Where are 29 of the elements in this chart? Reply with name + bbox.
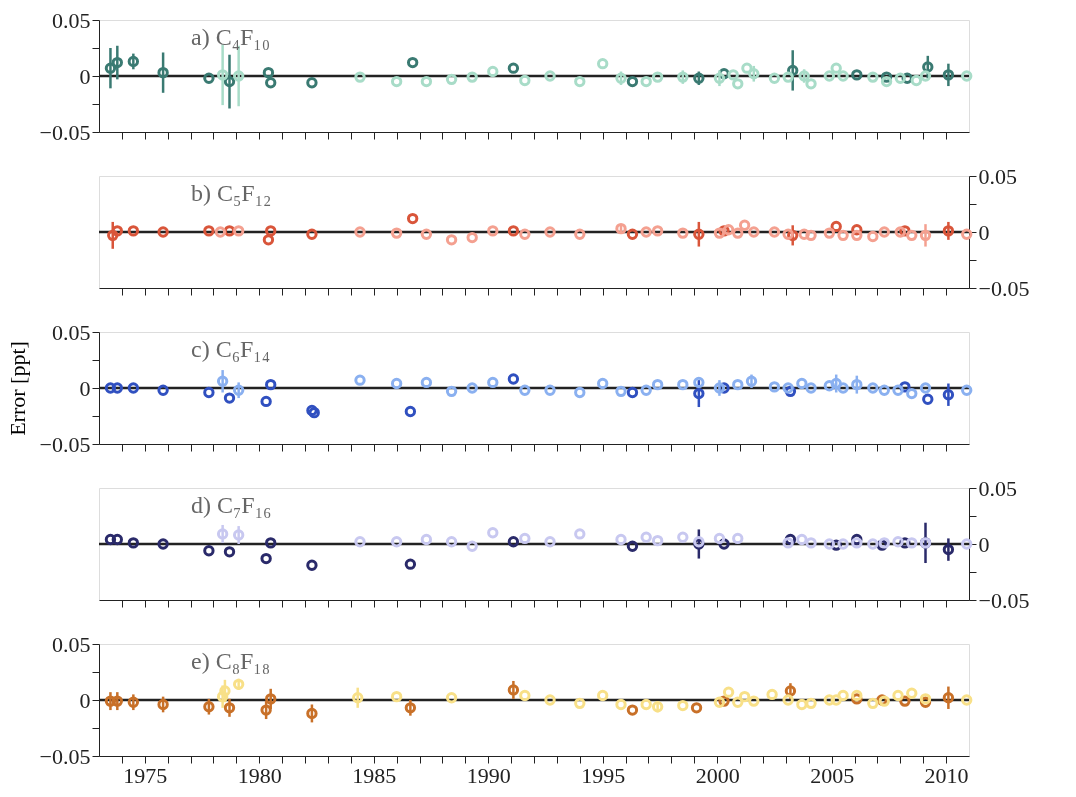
chart-title: d) C₇F₁₆: [191, 492, 272, 518]
x-tick-label: 1990: [466, 762, 511, 788]
y-tick-label: 0.05: [52, 631, 91, 657]
y-tick-label: −0.05: [39, 743, 91, 769]
x-tick-label: 1995: [581, 762, 626, 788]
y-tick-label: 0.05: [52, 319, 91, 345]
x-tick-label: 1980: [237, 762, 282, 788]
y-tick-label: 0.05: [978, 475, 1017, 501]
y-tick-label: 0: [79, 63, 91, 89]
y-tick-label: 0.05: [978, 163, 1017, 189]
chart-title: c) C₆F₁₄: [191, 336, 271, 362]
x-tick-label: 2005: [810, 762, 855, 788]
y-tick-label: 0: [978, 219, 990, 245]
y-tick-label: 0: [79, 375, 91, 401]
chart-title: e) C₈F₁₈: [191, 648, 271, 674]
y-tick-label: −0.05: [39, 119, 91, 145]
x-tick-label: 1975: [123, 762, 168, 788]
x-tick-label: 2010: [924, 762, 969, 788]
y-tick-label: 0: [978, 531, 990, 557]
x-tick-label: 1985: [352, 762, 397, 788]
y-tick-label: −0.05: [978, 275, 1030, 301]
y-tick-label: 0: [79, 687, 91, 713]
x-tick-label: 2000: [695, 762, 740, 788]
y-axis-title: Error [ppt]: [4, 341, 30, 436]
chart-title: b) C₅F₁₂: [191, 180, 272, 206]
y-tick-label: 0.05: [52, 7, 91, 33]
y-tick-label: −0.05: [39, 431, 91, 457]
chart-title: a) C₄F₁₀: [191, 24, 271, 50]
y-tick-label: −0.05: [978, 587, 1030, 613]
